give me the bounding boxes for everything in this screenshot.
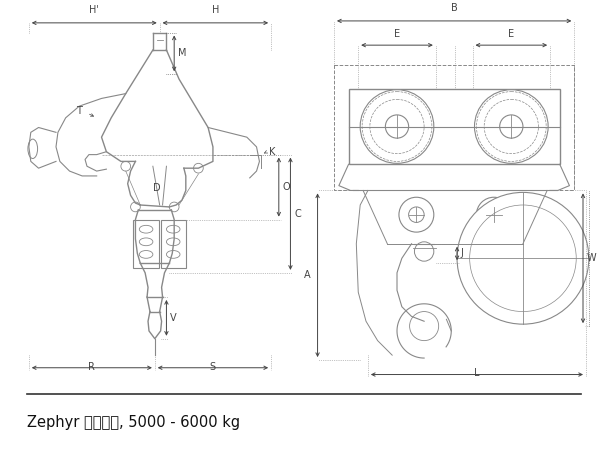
Circle shape [193,163,203,173]
Circle shape [360,90,434,163]
Text: J: J [461,248,464,259]
Bar [348,89,560,164]
Text: O: O [283,182,290,192]
Circle shape [409,207,424,222]
Circle shape [477,197,511,232]
Text: L: L [474,369,480,379]
Bar [134,220,159,268]
Bar [334,65,575,190]
Circle shape [385,115,409,138]
Text: R: R [88,361,95,372]
Text: C: C [294,209,301,219]
Text: H': H' [89,5,99,15]
Text: H: H [212,5,219,15]
Bar [161,220,186,268]
Text: K: K [269,147,275,157]
Text: M: M [178,48,187,58]
Text: V: V [170,313,177,323]
Circle shape [121,161,131,171]
Circle shape [170,202,179,212]
Circle shape [399,197,434,232]
Circle shape [457,193,589,324]
Circle shape [500,115,523,138]
Circle shape [474,90,548,163]
Text: D: D [153,183,161,193]
Text: W: W [587,253,596,263]
Text: E: E [508,29,514,40]
Text: E: E [394,29,400,40]
Text: A: A [304,270,311,280]
Text: Zephyr 小车组合, 5000 - 6000 kg: Zephyr 小车组合, 5000 - 6000 kg [27,415,240,431]
Circle shape [131,202,140,212]
Text: S: S [210,361,216,372]
Text: B: B [451,3,458,13]
Circle shape [486,207,502,222]
Circle shape [415,242,434,261]
Text: T: T [77,106,82,116]
